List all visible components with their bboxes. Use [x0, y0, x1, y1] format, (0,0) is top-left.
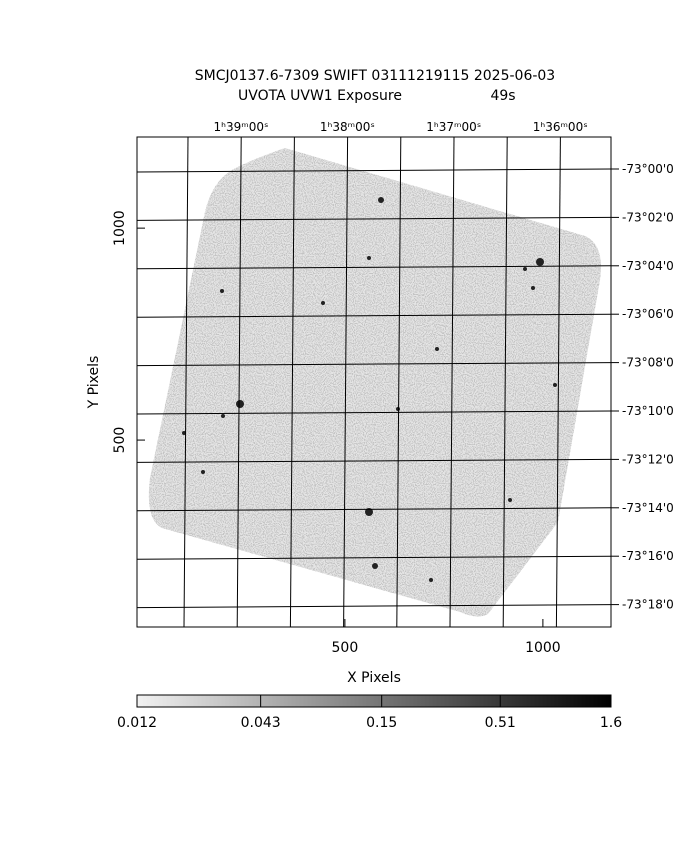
ra-label: 1ʰ37ᵐ00ˢ	[426, 120, 481, 134]
coordinate-grid	[136, 136, 612, 628]
dec-label: -73°16'0	[622, 549, 674, 563]
dec-label: -73°18'0	[622, 598, 674, 612]
dec-label: -73°00'0	[622, 162, 674, 176]
ra-label: 1ʰ39ᵐ00ˢ	[214, 120, 269, 134]
dec-label: -73°02'0	[622, 210, 674, 224]
sky-image	[148, 148, 601, 617]
y-axis-label: Y Pixels	[86, 356, 102, 410]
x-tick-label: 500	[332, 640, 359, 656]
dec-grid-line	[136, 604, 612, 609]
ra-grid-line	[502, 136, 508, 628]
colorbar	[136, 694, 612, 708]
ra-label: 1ʰ36ᵐ00ˢ	[533, 120, 588, 134]
dec-label: -73°06'0	[622, 307, 674, 321]
x-axis-label: X Pixels	[347, 670, 401, 686]
ra-grid-line	[289, 136, 295, 628]
ra-grid-line	[236, 136, 242, 628]
dec-grid-line	[136, 410, 612, 415]
dec-grid-line	[136, 313, 612, 318]
dec-label: -73°08'0	[622, 356, 674, 370]
dec-grid-line	[136, 555, 612, 560]
colorbar-label: 0.012	[117, 715, 157, 731]
colorbar-label: 0.15	[366, 715, 397, 731]
ra-label: 1ʰ38ᵐ00ˢ	[320, 120, 375, 134]
dec-label: -73°14'0	[622, 501, 674, 515]
exposure: 49s	[490, 88, 515, 104]
dec-label: -73°12'0	[622, 452, 674, 466]
ra-grid-line	[555, 136, 561, 628]
dec-grid-line	[136, 507, 612, 512]
x-tick-label: 1000	[525, 640, 561, 656]
plot-frame	[136, 136, 612, 628]
colorbar-label: 0.51	[485, 715, 516, 731]
dec-grid-line	[136, 265, 612, 270]
y-tick-label: 500	[112, 427, 128, 454]
dec-grid-line	[136, 216, 612, 221]
dec-label: -73°10'0	[622, 404, 674, 418]
dec-grid-line	[136, 362, 612, 367]
colorbar-label: 0.043	[241, 715, 281, 731]
dec-grid-line	[136, 458, 612, 463]
dec-label: -73°04'0	[622, 259, 674, 273]
y-tick-label: 1000	[112, 210, 128, 246]
colorbar-label: 1.6	[600, 715, 622, 731]
ra-grid-line	[183, 136, 189, 628]
dec-grid-line	[136, 168, 612, 173]
title: SMCJ0137.6-7309 SWIFT 03111219115 2025-0…	[195, 68, 555, 84]
subtitle: UVOTA UVW1 Exposure	[238, 88, 402, 104]
